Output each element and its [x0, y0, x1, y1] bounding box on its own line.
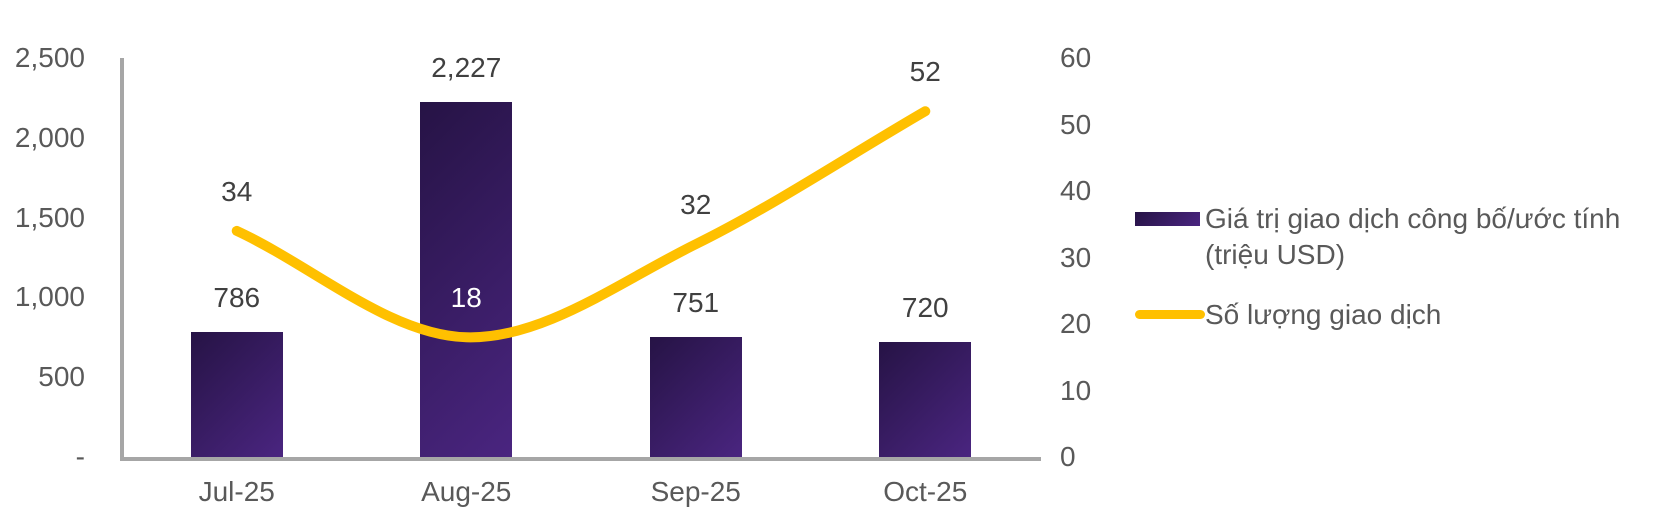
- right-axis-tick-label: 20: [1060, 308, 1092, 339]
- right-axis-tick-label: 0: [1060, 441, 1076, 472]
- line-path: [231, 106, 931, 343]
- right-axis-tick-label: 40: [1060, 175, 1092, 206]
- line-value-label: 32: [680, 189, 712, 221]
- right-axis-tick-label: 10: [1060, 374, 1092, 406]
- line-value-label: 52: [909, 56, 941, 88]
- left-axis-tick-label: 2,500: [14, 42, 85, 73]
- bar: [190, 331, 283, 457]
- right-axis-tick-label: 60: [1060, 42, 1092, 73]
- bar-series-swatch: [1135, 212, 1200, 226]
- bar-value-label: 2,227: [431, 51, 502, 83]
- bar-value-label: 751: [672, 287, 720, 319]
- legend-label: Số lượng giao dịch: [1205, 299, 1442, 330]
- y-axis-line: [120, 58, 124, 461]
- category-label: Sep-25: [650, 476, 741, 507]
- line-value-label: 34: [221, 175, 253, 207]
- legend-swatch-box: [1135, 201, 1205, 237]
- line-value-label: 18: [450, 282, 482, 314]
- legend: Giá trị giao dịch công bố/ước tính (triệ…: [1135, 201, 1653, 333]
- right-axis-tick-label: 30: [1060, 241, 1092, 273]
- x-axis-line: [120, 457, 1041, 461]
- right-axis-tick-label: 50: [1060, 108, 1092, 140]
- bar-value-label: 786: [213, 281, 261, 313]
- left-axis-tick-label: 2,000: [14, 121, 85, 153]
- category-label: Jul-25: [198, 476, 275, 507]
- left-axis-tick-label: -: [75, 441, 85, 472]
- bar-value-label: 720: [901, 292, 949, 324]
- line-series-swatch: [1135, 310, 1205, 319]
- legend-item: Số lượng giao dịch: [1135, 297, 1653, 333]
- left-axis-tick-label: 500: [38, 361, 85, 393]
- bar: [649, 337, 742, 457]
- legend-item: Giá trị giao dịch công bố/ước tính (triệ…: [1135, 201, 1653, 273]
- bar: [420, 101, 513, 457]
- legend-swatch-box: [1135, 297, 1205, 333]
- category-label: Aug-25: [421, 476, 512, 507]
- category-label: Oct-25: [883, 476, 968, 507]
- bar: [879, 342, 972, 457]
- left-axis-tick-label: 1,000: [14, 281, 85, 313]
- legend-label: Giá trị giao dịch công bố/ước tính (triệ…: [1205, 203, 1621, 270]
- left-axis-tick-label: 1,500: [14, 201, 85, 233]
